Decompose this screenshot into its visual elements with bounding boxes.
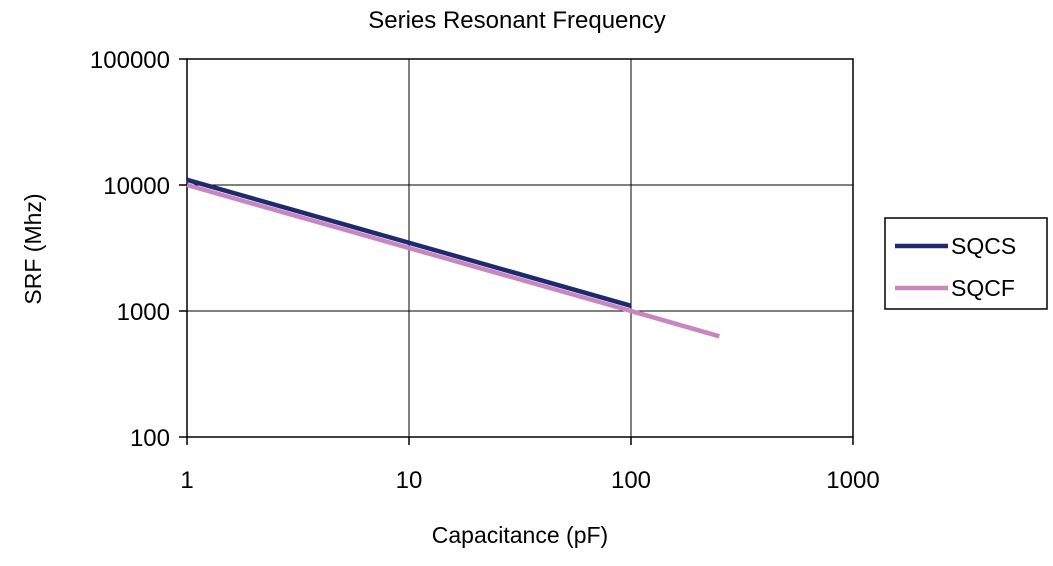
legend-box xyxy=(884,217,1048,310)
chart-title: Series Resonant Frequency xyxy=(368,7,666,34)
x-axis-label: Capacitance (pF) xyxy=(432,522,608,548)
y-tick-label: 1000 xyxy=(117,299,170,326)
grid-lines xyxy=(187,59,853,437)
plot-area-frame xyxy=(186,58,854,438)
x-tick-label: 1 xyxy=(180,467,193,494)
legend-label-sqcf: SQCF xyxy=(951,275,1015,301)
x-tick-label: 1000 xyxy=(826,467,879,494)
y-tick-labels: 100 1000 10000 100000 xyxy=(90,47,170,452)
legend: SQCS SQCF xyxy=(884,217,1048,310)
legend-items: SQCS SQCF xyxy=(895,233,1016,301)
series-lines xyxy=(186,177,720,339)
x-tick-labels: 1 10 100 1000 xyxy=(180,467,879,494)
y-axis-label: SRF (Mhz) xyxy=(20,193,46,304)
y-tick-label: 100 xyxy=(130,425,170,452)
x-tick-label: 10 xyxy=(396,467,423,494)
tick-marks xyxy=(179,58,854,445)
x-tick-label: 100 xyxy=(611,467,651,494)
series-line-sqcf xyxy=(186,182,720,339)
y-tick-label: 10000 xyxy=(103,173,170,200)
y-tick-label: 100000 xyxy=(90,47,170,74)
series-line-sqcs xyxy=(186,177,632,308)
legend-label-sqcs: SQCS xyxy=(951,233,1016,259)
